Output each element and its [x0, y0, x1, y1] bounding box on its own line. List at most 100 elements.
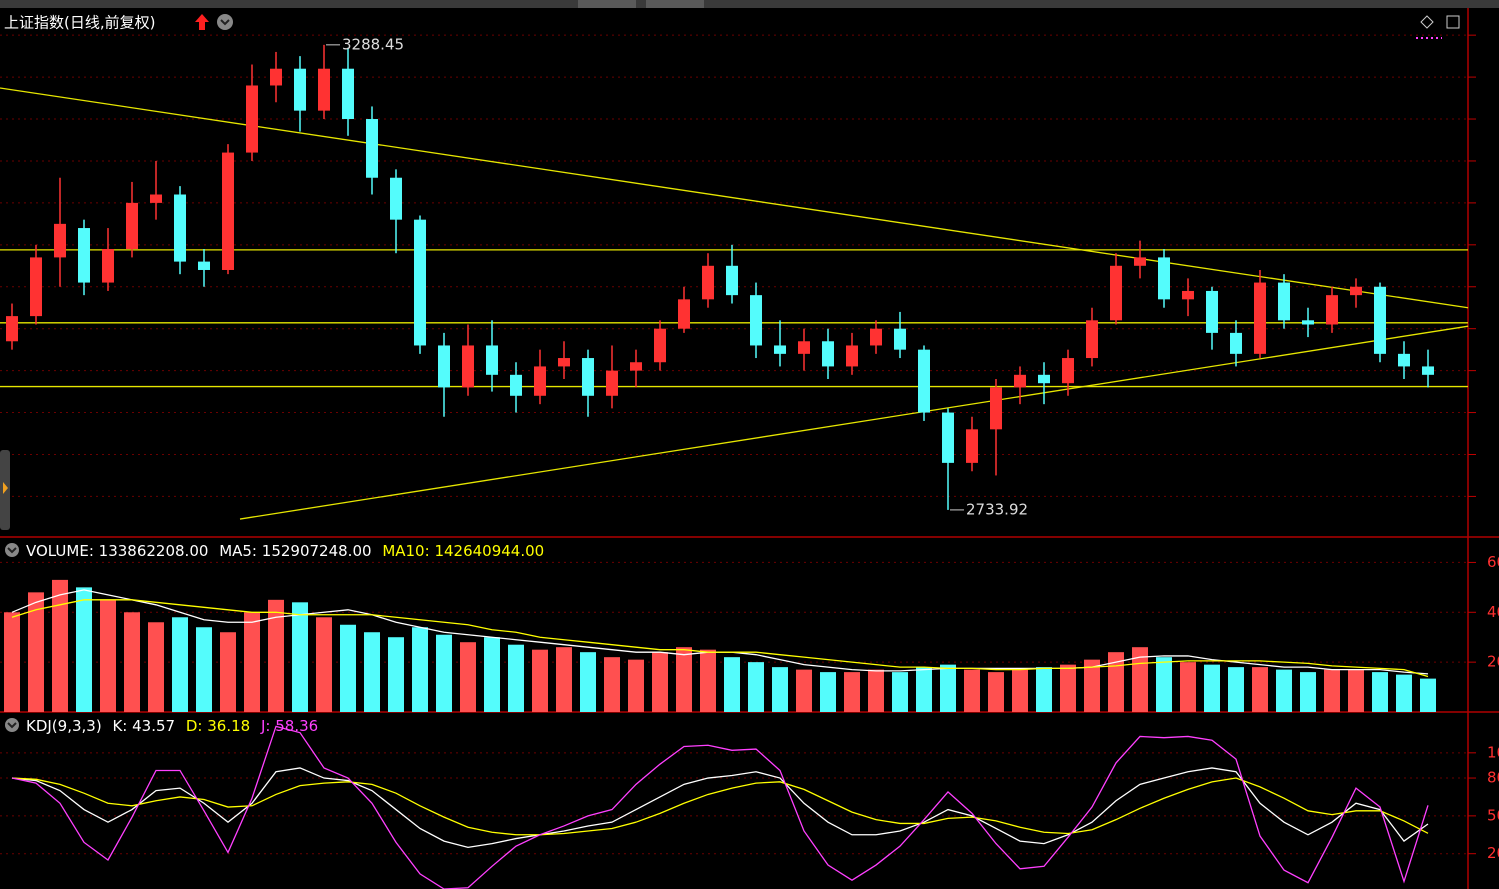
candle-body [678, 299, 690, 329]
legend-name: J: [260, 717, 270, 735]
candle-body [1374, 286, 1386, 354]
y-tick-label: 80 [1487, 769, 1499, 787]
y-tick-label: 40 [1487, 603, 1499, 621]
icon[interactable] [1420, 15, 1434, 29]
candle-body [318, 68, 330, 111]
volume-bar [652, 652, 668, 712]
icon[interactable] [1446, 15, 1460, 29]
y-tick-label: 50 [1487, 806, 1499, 824]
candle-body [1158, 257, 1170, 300]
candle-body [750, 295, 762, 346]
candle-body [54, 223, 66, 258]
candle-body [798, 341, 810, 354]
volume-bar [4, 612, 20, 712]
candle-body [630, 362, 642, 371]
candle-body [966, 429, 978, 463]
legend-title: KDJ(9,3,3) [26, 717, 102, 735]
volume-bar [724, 657, 740, 712]
candle-body [198, 261, 210, 270]
volume-bar [124, 612, 140, 712]
candle-body [918, 349, 930, 413]
menu-button[interactable] [217, 14, 233, 30]
candle-body [1110, 265, 1122, 321]
legend-name: VOLUME: [26, 542, 94, 560]
volume-bar [1396, 674, 1412, 712]
volume-bar [28, 592, 44, 712]
volume-bar [916, 667, 932, 712]
candle-body [486, 345, 498, 375]
volume-bar [940, 664, 956, 712]
candle-body [1182, 290, 1194, 300]
legend-value: 58.36 [275, 717, 318, 735]
volume-legend: VOLUME: 133862208.00 MA5: 152907248.00 M… [26, 542, 544, 560]
candle-body [390, 177, 402, 220]
legend-value: 43.57 [132, 717, 175, 735]
chart-title: 上证指数(日线,前复权) [4, 14, 155, 32]
candle-body [150, 194, 162, 203]
volume-bar [172, 617, 188, 712]
candle-body [870, 328, 882, 346]
candle-body [246, 85, 258, 153]
volume-bar [52, 579, 68, 712]
candle-body [846, 345, 858, 367]
y-tick-label: 60 [1487, 553, 1499, 571]
volume-bar [1324, 669, 1340, 712]
menu-button[interactable] [5, 543, 19, 557]
kdj-legend: KDJ(9,3,3) K: 43.57 D: 36.18 J: 58.36 [26, 717, 318, 735]
volume-bar [412, 627, 428, 712]
volume-bar [892, 672, 908, 712]
up-icon[interactable] [195, 14, 209, 30]
top-strip [0, 0, 1499, 8]
volume-bar [1228, 667, 1244, 712]
candle-body [438, 345, 450, 388]
candle-body [6, 316, 18, 342]
volume-bar [964, 669, 980, 712]
volume-bar [1372, 672, 1388, 712]
legend-name: MA10: [382, 542, 429, 560]
ma-line [11, 599, 1429, 678]
legend-value: 133862208.00 [99, 542, 209, 560]
volume-bar [148, 622, 164, 712]
volume-bar [820, 672, 836, 712]
volume-bar [772, 667, 788, 712]
candle-body [606, 370, 618, 396]
volume-bar [388, 637, 404, 712]
candle-body [1278, 282, 1290, 321]
volume-bar [556, 647, 572, 712]
volume-bar [1156, 657, 1172, 712]
volume-bar [316, 617, 332, 712]
low-label: 2733.92 [966, 500, 1028, 518]
candle-body [414, 219, 426, 346]
tab[interactable] [646, 0, 704, 8]
volume-bar [580, 652, 596, 712]
candle-body [1302, 320, 1314, 325]
menu-button[interactable] [5, 718, 19, 732]
tab[interactable] [578, 0, 636, 8]
volume-bar [604, 657, 620, 712]
volume-bar [628, 659, 644, 712]
candle-body [654, 328, 666, 363]
volume-bar [700, 649, 716, 712]
chevron [7, 722, 17, 729]
volume-bar [244, 612, 260, 712]
volume-bar [292, 602, 308, 712]
volume-bar [1036, 667, 1052, 712]
legend-value: 36.18 [207, 717, 250, 735]
candle-body [78, 228, 90, 283]
chevron [220, 19, 230, 26]
candle-body [102, 249, 114, 283]
volume-bar [988, 672, 1004, 712]
volume-bar [1420, 678, 1436, 712]
volume-bar [484, 637, 500, 712]
candle-body [30, 257, 42, 317]
volume-bar [748, 662, 764, 712]
candle-body [534, 366, 546, 396]
candle-body [558, 358, 570, 367]
candle-body [342, 68, 354, 120]
volume-bar [1012, 669, 1028, 712]
candle-body [774, 345, 786, 354]
legend-name: D: [186, 717, 203, 735]
volume-bar [100, 599, 116, 712]
